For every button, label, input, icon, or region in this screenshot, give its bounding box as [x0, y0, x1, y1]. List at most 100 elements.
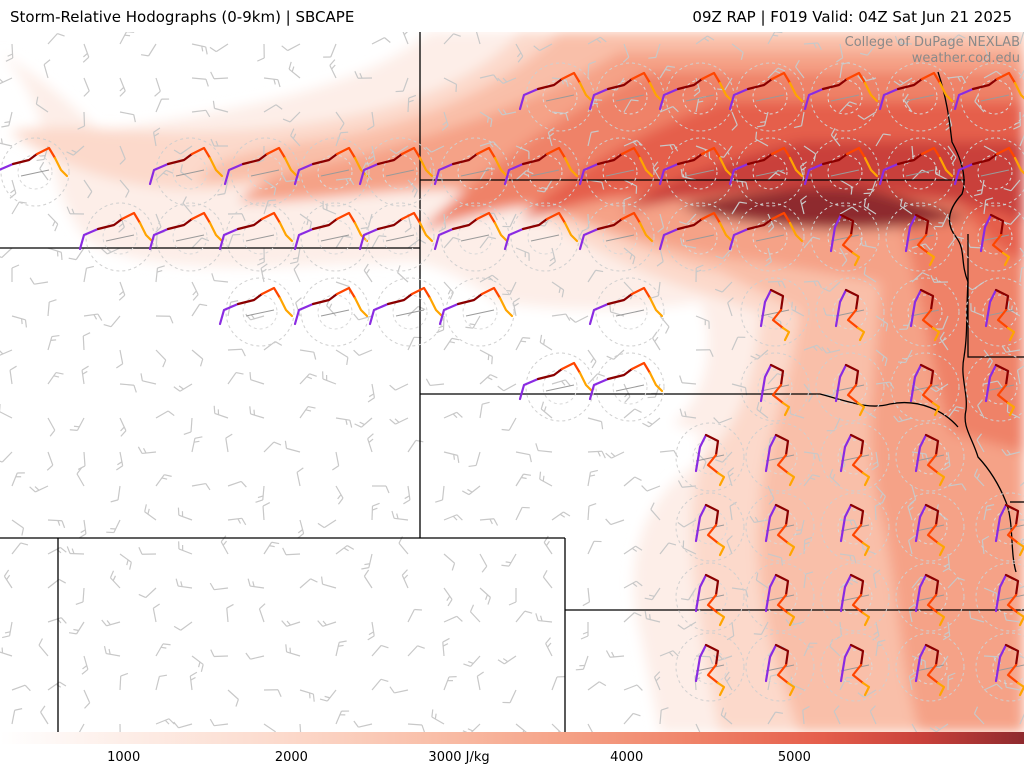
wind-barb	[605, 451, 625, 459]
wind-barb	[830, 128, 841, 147]
wind-barb	[753, 621, 769, 635]
wind-barb	[320, 576, 337, 589]
wind-barb	[934, 213, 949, 228]
wind-barb	[335, 131, 349, 147]
wind-barb	[605, 650, 625, 658]
wind-barb	[140, 373, 157, 385]
wind-barb	[476, 671, 484, 691]
wind-barb	[299, 349, 317, 360]
wind-barb	[173, 721, 193, 729]
wind-barb	[911, 272, 930, 283]
wind-barb	[642, 417, 661, 428]
wind-barb	[0, 647, 13, 657]
wind-barb	[479, 518, 499, 526]
map-panel[interactable]: College of DuPage NEXLAB weather.cod.edu	[0, 32, 1024, 732]
credit-line-2: weather.cod.edu	[912, 51, 1020, 66]
wind-barb	[623, 408, 642, 419]
wind-barb	[332, 451, 340, 471]
wind-barb	[545, 637, 553, 657]
wind-barb	[297, 519, 305, 539]
wind-barb	[623, 196, 632, 214]
wind-barb	[839, 61, 850, 79]
wind-barb	[800, 161, 808, 181]
wind-barb	[551, 723, 563, 732]
wind-barb	[836, 43, 844, 63]
wind-barb	[371, 235, 387, 249]
wind-barb	[515, 145, 530, 160]
wind-barb	[893, 77, 913, 86]
hodograph	[975, 632, 1024, 702]
valid-time-title: 09Z RAP | F019 Valid: 04Z Sat Jun 21 202…	[692, 8, 1012, 26]
wind-barb	[497, 108, 517, 116]
wind-barb	[650, 502, 661, 521]
wind-barb	[76, 467, 85, 487]
wind-barb	[182, 196, 193, 215]
wind-barb	[249, 372, 265, 385]
wind-barb	[679, 213, 697, 225]
hodograph	[728, 62, 805, 132]
hodographs	[0, 62, 1024, 702]
wind-barb	[720, 707, 733, 725]
wind-barb	[367, 383, 376, 403]
wind-barb	[371, 37, 391, 45]
wind-barb	[407, 94, 417, 113]
wind-barb	[154, 77, 161, 97]
hodograph	[820, 632, 890, 702]
wind-barb	[767, 553, 784, 566]
hodograph	[218, 277, 295, 347]
wind-barb	[173, 383, 193, 392]
wind-barb	[191, 436, 203, 453]
wind-barb	[540, 401, 553, 419]
hodograph	[728, 202, 805, 272]
hodograph	[745, 422, 815, 492]
wind-barb	[281, 43, 301, 52]
wind-barb	[11, 542, 29, 555]
wind-barb	[893, 415, 913, 423]
wind-barb	[1019, 32, 1024, 45]
colorbar-gradient	[0, 732, 1024, 744]
wind-barb	[515, 723, 528, 732]
wind-barb	[191, 349, 204, 367]
wind-barb	[83, 689, 91, 709]
wind-barb	[191, 237, 210, 249]
wind-barb	[803, 145, 817, 162]
hodograph	[885, 202, 955, 272]
wind-barb	[173, 145, 193, 155]
hodograph	[675, 562, 745, 632]
wind-barb	[860, 43, 877, 56]
wind-barb	[569, 315, 589, 323]
wind-barb	[535, 613, 553, 623]
wind-barb	[47, 578, 66, 589]
map-canvas: College of DuPage NEXLAB weather.cod.edu	[0, 32, 1024, 732]
wind-barb	[443, 587, 453, 607]
wind-barb	[767, 32, 783, 45]
wind-barb	[227, 517, 247, 526]
wind-barb	[983, 349, 993, 369]
wind-barb	[515, 170, 534, 181]
wind-barb	[551, 511, 571, 521]
wind-barb	[191, 43, 208, 55]
wind-barb	[623, 612, 642, 623]
wind-barb	[911, 655, 926, 669]
wind-barb	[767, 673, 778, 691]
wind-barb	[644, 587, 661, 601]
wind-barb	[389, 145, 409, 155]
hodograph	[293, 277, 370, 347]
wind-barb	[875, 133, 891, 147]
wind-barb	[863, 266, 877, 283]
hodograph	[815, 352, 885, 422]
wind-barb	[335, 417, 353, 428]
wind-barbs	[0, 32, 1024, 732]
wind-barb	[299, 689, 315, 702]
wind-barb	[281, 620, 301, 627]
wind-barb	[363, 263, 373, 283]
wind-barb	[731, 201, 748, 215]
wind-barb	[175, 578, 193, 589]
wind-barb	[66, 546, 85, 555]
wind-barb	[468, 451, 481, 468]
wind-barb	[137, 446, 157, 455]
wind-barb	[794, 111, 805, 129]
colorbar-tick-label: 3000 J/kg	[428, 750, 490, 765]
wind-barb	[227, 213, 246, 221]
hodograph	[293, 137, 370, 207]
